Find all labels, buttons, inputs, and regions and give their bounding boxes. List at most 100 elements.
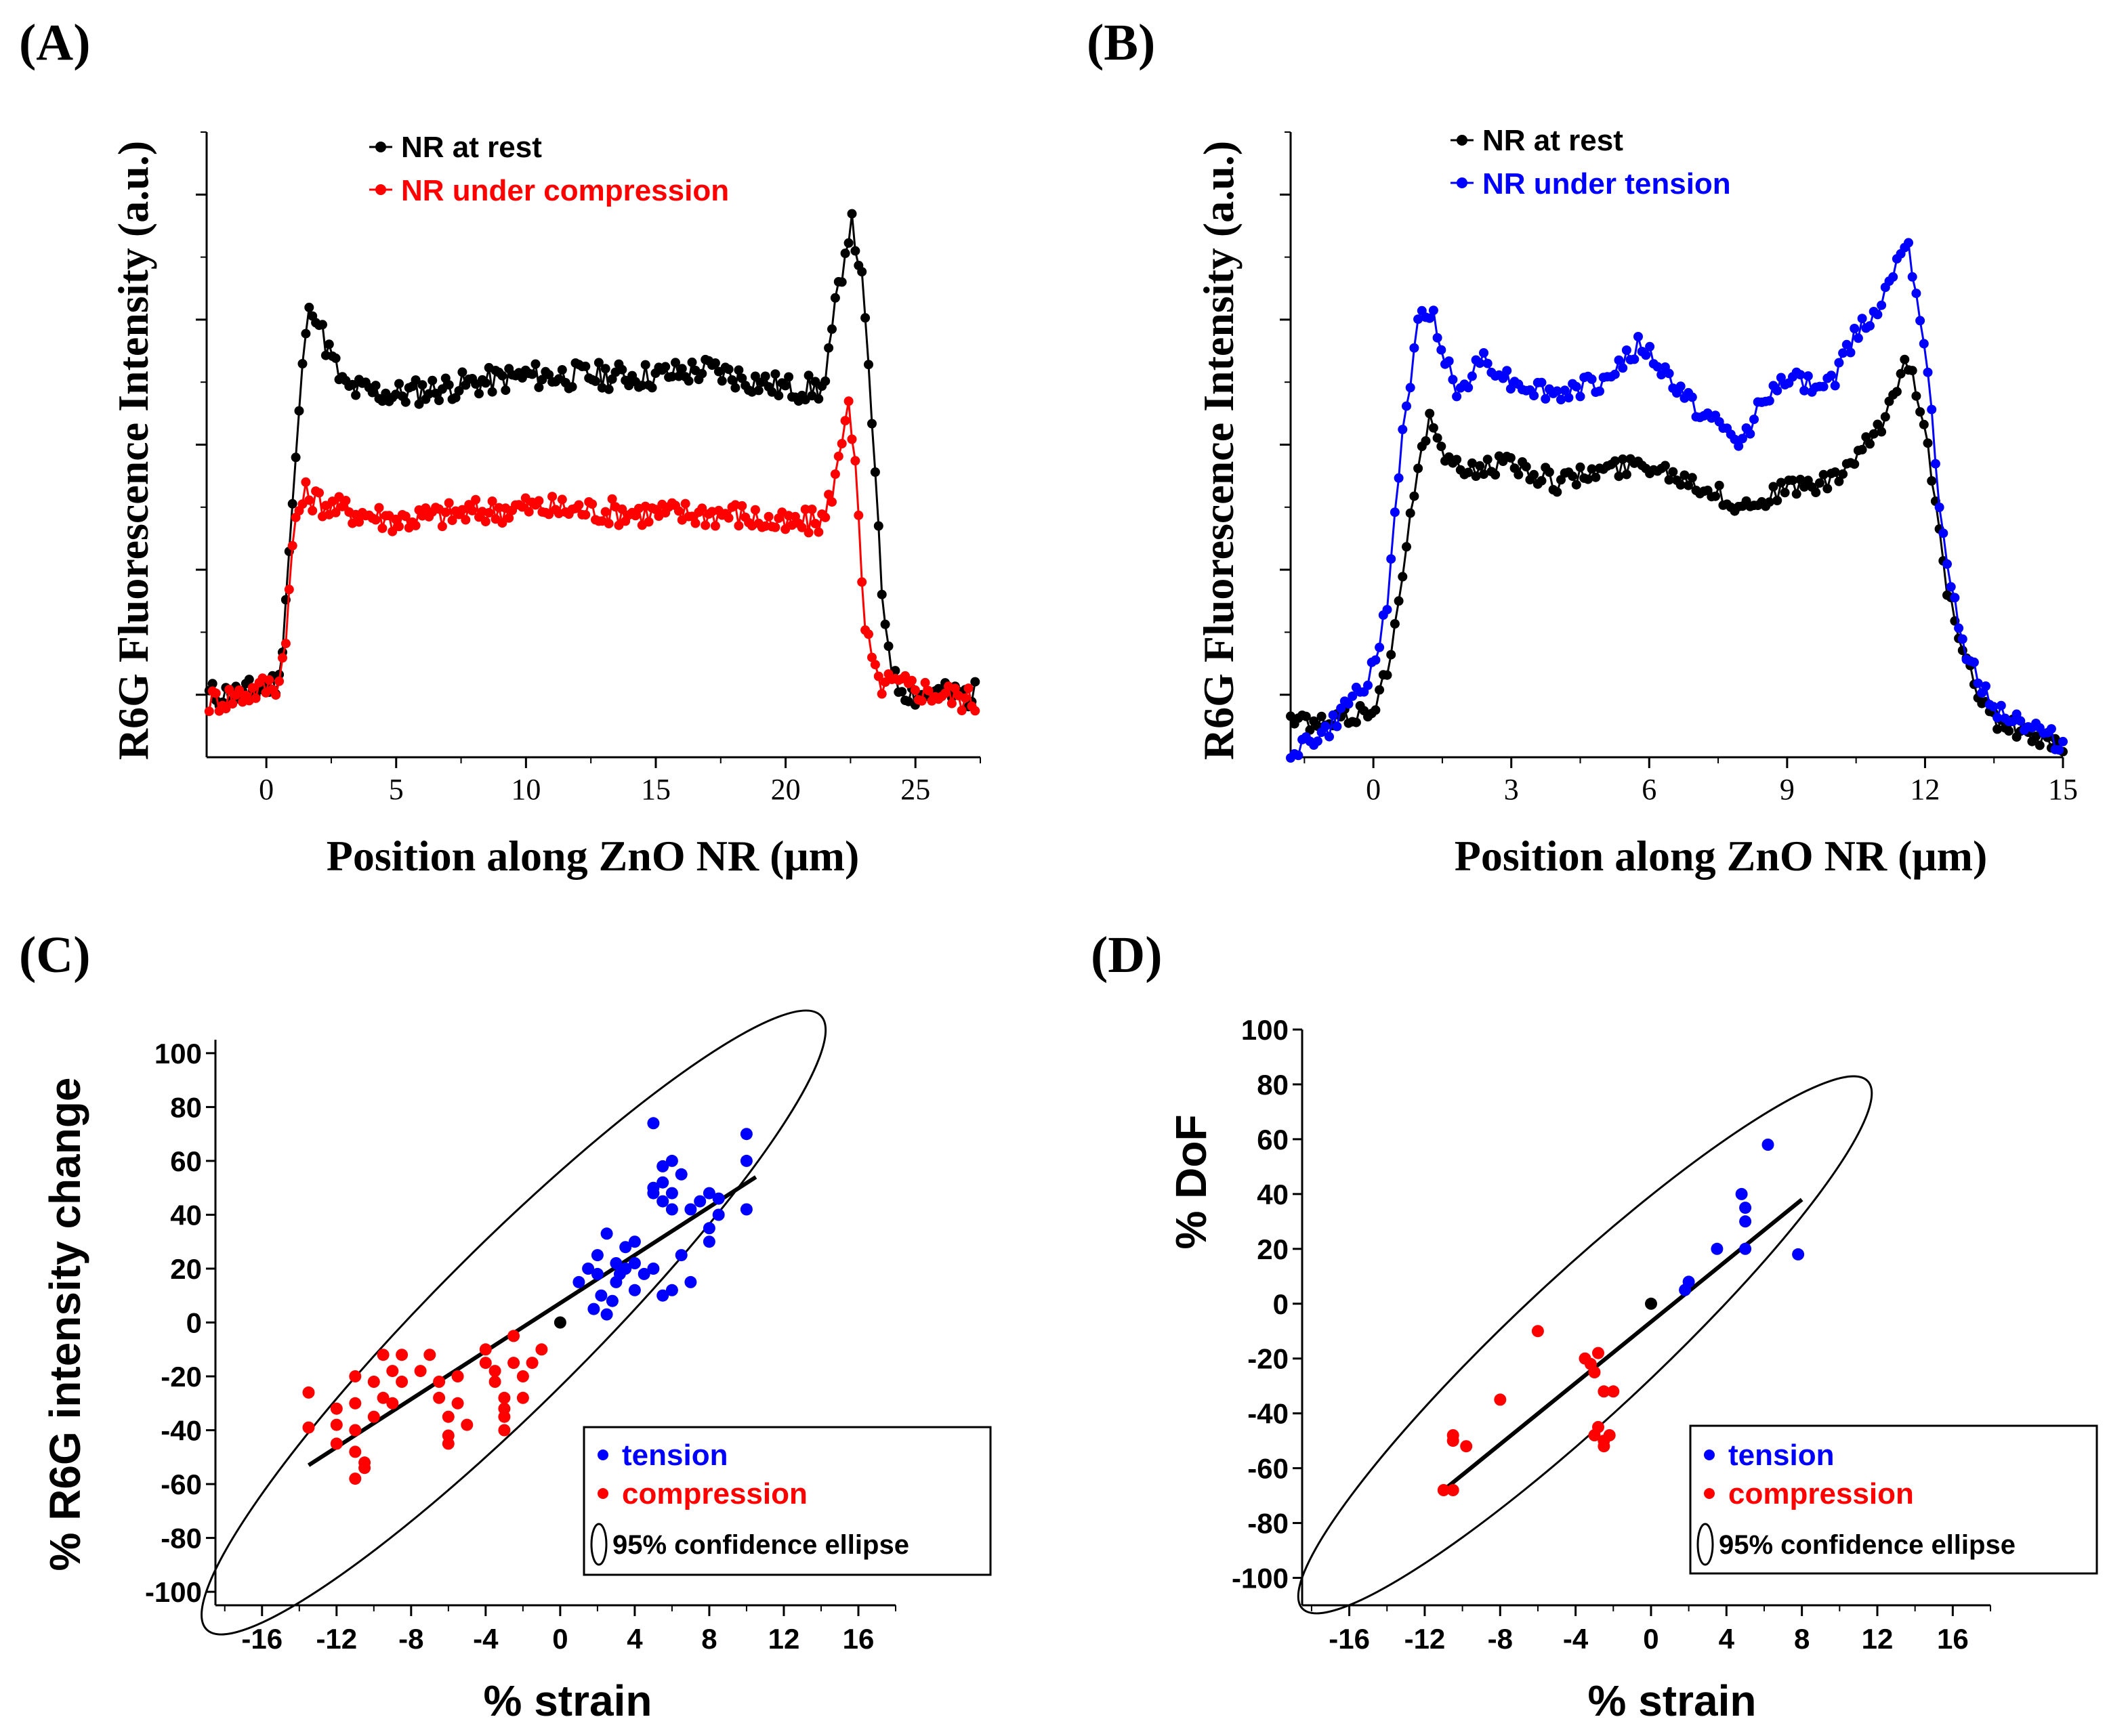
data-point	[304, 302, 314, 312]
data-point	[1668, 467, 1678, 477]
data-point	[923, 685, 934, 696]
data-point	[1316, 711, 1327, 721]
x-tick-label: 16	[843, 1623, 875, 1655]
data-point	[1371, 655, 1381, 665]
data-point	[1595, 386, 1604, 396]
x-axis-title-d: % strain	[1588, 1676, 1757, 1725]
compression-point	[498, 1424, 511, 1437]
x-tick-label: 9	[1780, 773, 1795, 806]
data-point	[557, 365, 567, 375]
data-point	[314, 488, 324, 498]
data-point	[920, 677, 930, 687]
tension-point	[712, 1192, 725, 1205]
data-point	[271, 690, 281, 700]
compression-point	[433, 1391, 446, 1404]
data-point	[1618, 454, 1628, 464]
data-point	[544, 509, 554, 520]
data-point	[1398, 425, 1408, 435]
x-tick-label: 6	[1642, 773, 1656, 806]
data-point	[278, 653, 287, 663]
data-point	[1776, 373, 1786, 383]
data-point	[1621, 469, 1631, 480]
data-point	[1973, 678, 1983, 688]
panel-label-a: (A)	[19, 14, 91, 71]
y-tick-label: 20	[170, 1253, 202, 1285]
data-point	[604, 519, 614, 528]
data-point	[710, 521, 720, 531]
data-point	[804, 371, 814, 381]
data-point	[617, 364, 627, 375]
data-point	[873, 521, 883, 531]
tension-point	[694, 1195, 707, 1208]
data-point	[301, 329, 311, 339]
compression-point	[1446, 1484, 1459, 1496]
data-point	[1865, 321, 1875, 331]
data-point	[1938, 528, 1948, 538]
tension-point	[638, 1267, 650, 1280]
data-point	[1482, 454, 1493, 465]
compression-point	[349, 1424, 362, 1437]
data-point	[1919, 339, 1929, 349]
data-point	[1332, 721, 1342, 732]
data-point	[1734, 441, 1744, 451]
data-point	[1768, 482, 1778, 492]
compression-point	[442, 1437, 455, 1450]
compression-point	[414, 1365, 427, 1378]
tension-point	[740, 1154, 753, 1167]
data-point	[1571, 381, 1581, 391]
data-point	[684, 376, 694, 386]
confidence-ellipse	[1297, 1075, 1873, 1615]
data-point	[1687, 473, 1697, 483]
legend-marker-tension-c	[598, 1449, 608, 1460]
data-point	[504, 513, 514, 523]
data-point	[753, 385, 764, 396]
compression-point	[1607, 1385, 1620, 1398]
y-tick-label: 20	[1257, 1233, 1289, 1265]
data-point	[1293, 750, 1303, 761]
compression-point	[386, 1365, 399, 1378]
data-point	[331, 353, 341, 363]
origin-point	[1645, 1297, 1657, 1310]
compression-point	[367, 1410, 380, 1423]
data-point	[717, 376, 727, 386]
data-point	[1981, 681, 1990, 691]
tension-point	[572, 1275, 585, 1288]
data-point	[228, 699, 238, 709]
data-point	[587, 499, 598, 509]
data-point	[1479, 348, 1488, 358]
data-point	[593, 358, 604, 368]
data-point	[1505, 453, 1516, 463]
tension-point	[1711, 1242, 1724, 1255]
y-tick-label: 0	[186, 1307, 202, 1339]
data-point	[411, 520, 421, 530]
compression-point	[498, 1410, 511, 1423]
data-point	[1869, 429, 1879, 439]
data-point	[814, 394, 824, 404]
tension-point	[647, 1181, 660, 1194]
data-point	[1375, 685, 1385, 695]
y-axis-title-a: R6G Fluorescence Intensity (a.u.)	[109, 141, 157, 760]
data-point	[547, 492, 558, 502]
data-point	[557, 494, 567, 505]
data-point	[1942, 559, 1952, 569]
compression-point	[330, 1437, 343, 1450]
data-point	[1587, 374, 1597, 384]
data-point	[517, 373, 527, 383]
data-point	[1841, 339, 1852, 350]
data-point	[537, 375, 547, 385]
data-point	[1633, 332, 1643, 341]
tension-point	[684, 1203, 697, 1216]
tension-point	[1739, 1202, 1752, 1214]
data-point	[840, 249, 850, 258]
data-point	[427, 375, 438, 385]
data-point	[1467, 371, 1477, 381]
data-point	[730, 383, 740, 393]
x-axis-title-b: Position along ZnO NR (μm)	[1455, 832, 1988, 880]
data-point	[1363, 680, 1373, 690]
data-point	[906, 675, 917, 685]
data-point	[1788, 475, 1797, 486]
data-point	[1409, 491, 1419, 501]
tension-point	[665, 1187, 678, 1200]
compression-point	[498, 1391, 511, 1404]
